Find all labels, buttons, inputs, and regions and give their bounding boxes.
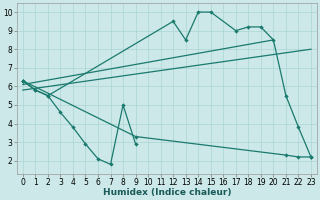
X-axis label: Humidex (Indice chaleur): Humidex (Indice chaleur) bbox=[103, 188, 231, 197]
